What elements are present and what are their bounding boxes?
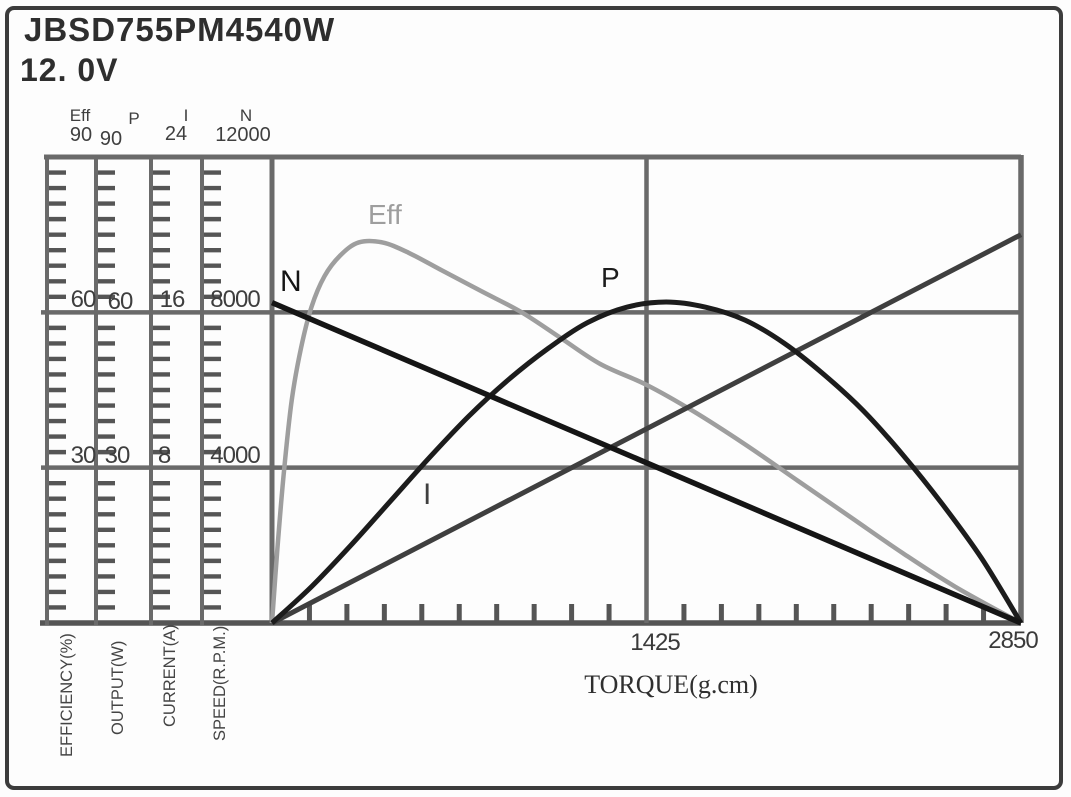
axis-header-name-i: I <box>183 106 189 125</box>
axis-mid-label-n: 8000 <box>210 286 260 313</box>
curve-label-n: N <box>280 265 302 298</box>
curve-eff <box>269 238 1023 625</box>
axis-low-label-eff: 30 <box>70 442 97 469</box>
axis-mid-label-eff: 60 <box>70 286 97 313</box>
x-axis-title: TORQUE(g.cm) <box>584 670 758 699</box>
axis-unit-label-efficiency: EFFICIENCY(%) <box>58 633 76 757</box>
axis-unit-label-speed: SPEED(R.P.M.) <box>211 625 229 741</box>
curve-p <box>270 299 1024 625</box>
curve-label-i: I <box>423 478 432 511</box>
curve-label-eff: Eff <box>368 199 402 230</box>
axis-max-label-i: 24 <box>164 123 188 145</box>
x-tick-label-mid: 1425 <box>630 629 680 656</box>
curve-i <box>270 232 1023 626</box>
axis-header-name-eff: Eff <box>69 106 91 125</box>
axis-header-name-n: N <box>239 106 253 125</box>
title-voltage: 12. 0V <box>20 52 119 88</box>
axis-low-label-i: 8 <box>157 442 171 469</box>
page-frame <box>5 6 1063 790</box>
axis-low-label-n: 4000 <box>210 442 260 469</box>
axis-mid-label-i: 16 <box>159 286 186 313</box>
axis-low-label-p: 30 <box>104 442 131 469</box>
axis-max-label-n: 12000 <box>215 124 271 146</box>
curve-n <box>270 300 1023 626</box>
axis-unit-label-current: CURRENT(A) <box>161 624 179 727</box>
axis-mid-label-p: 60 <box>107 288 134 315</box>
x-tick-label-max: 2850 <box>988 627 1038 654</box>
axis-max-label-p: 90 <box>99 128 123 150</box>
curve-label-p: P <box>601 262 620 293</box>
axis-header-name-p: P <box>128 109 140 128</box>
title-model: JBSD755PM4540W <box>24 11 336 48</box>
axis-unit-label-output: OUTPUT(W) <box>109 640 127 735</box>
axis-max-label-eff: 90 <box>69 124 93 146</box>
